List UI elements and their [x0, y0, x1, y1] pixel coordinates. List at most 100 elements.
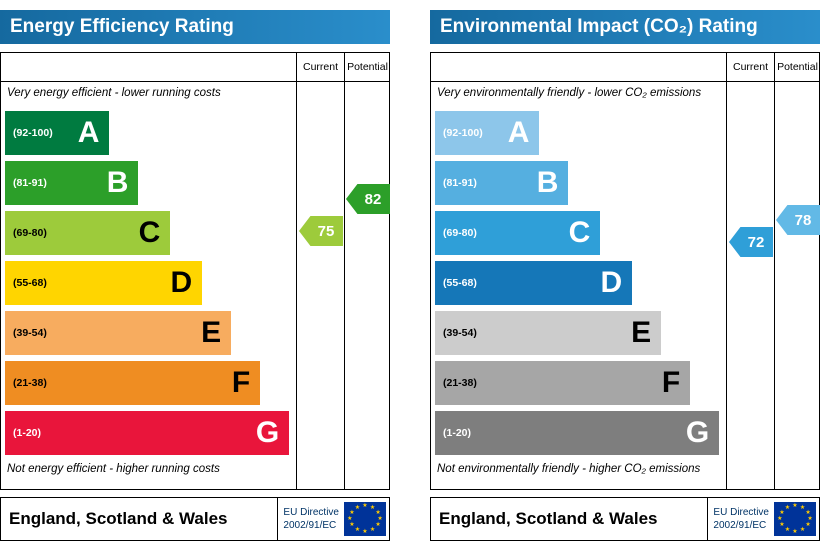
band-range-label: (39-54): [443, 327, 477, 339]
eu-flag-star: ★: [784, 527, 791, 534]
region-label: England, Scotland & Wales: [439, 509, 658, 528]
co2-rating-chart: Current Potential Very environmentally f…: [430, 52, 820, 490]
band-range-label: (81-91): [13, 177, 47, 189]
bottom-note: Not environmentally friendly - higher CO…: [437, 463, 701, 475]
directive-cell: EU Directive 2002/91/EC ★ ★ ★ ★ ★ ★ ★ ★ ★ ★ ★ ★: [277, 498, 389, 540]
chart-footer: England, Scotland & Wales EU Directive 2…: [0, 497, 390, 541]
header-divider: [1, 81, 389, 82]
header-divider: [431, 81, 819, 82]
eu-flag-star: ★: [779, 522, 785, 529]
potential-column-divider: [774, 53, 775, 489]
potential-column-header: Potential: [777, 61, 818, 73]
band-range-label: (21-38): [13, 377, 47, 389]
band-letter: G: [255, 416, 280, 449]
rating-band-a: (92-100) A: [5, 111, 110, 155]
panel-title: Environmental Impact (CO₂) Rating: [430, 10, 820, 44]
current-column-divider: [296, 53, 297, 489]
rating-band-f: (21-38) F: [5, 361, 261, 405]
eu-directive-label: EU Directive 2002/91/EC: [283, 506, 344, 532]
eu-flag-star: ★: [354, 504, 361, 511]
environmental-impact-panel: Environmental Impact (CO₂) Rating Curren…: [430, 10, 820, 541]
eu-flag-icon: ★ ★ ★ ★ ★ ★ ★ ★ ★ ★ ★ ★: [774, 502, 816, 536]
rating-band-a: (92-100) A: [435, 111, 540, 155]
energy-rating-chart: Current Potential Very energy efficient …: [0, 52, 390, 490]
current-column-header: Current: [732, 61, 768, 73]
eu-flag-star: ★: [369, 504, 376, 511]
rating-bands: (92-100) A (81-91) B (69-80) C (55-68) D (39-54)…: [5, 111, 295, 461]
eu-flag-star: ★: [375, 522, 381, 529]
eu-flag-star: ★: [792, 503, 798, 510]
bottom-note: Not energy efficient - higher running co…: [7, 463, 220, 475]
current-column-divider: [726, 53, 727, 489]
top-note: Very environmentally friendly - lower CO…: [437, 87, 702, 99]
band-range-label: (1-20): [13, 427, 42, 439]
band-range-label: (1-20): [443, 427, 472, 439]
band-letter: C: [568, 216, 591, 249]
potential-column-header: Potential: [347, 61, 388, 73]
band-letter: B: [536, 166, 559, 199]
eu-flag-star: ★: [779, 509, 785, 516]
current-column-header: Current: [302, 61, 338, 73]
eu-flag-star: ★: [362, 503, 368, 510]
rating-band-b: (81-91) B: [435, 161, 569, 205]
potential-rating-arrow: 78: [776, 205, 820, 235]
rating-band-c: (69-80) C: [5, 211, 171, 255]
band-letter: A: [77, 116, 100, 149]
eu-flag-star: ★: [349, 509, 355, 516]
panel-title: Energy Efficiency Rating: [0, 10, 390, 44]
band-range-label: (81-91): [443, 177, 477, 189]
chart-footer: England, Scotland & Wales EU Directive 2…: [430, 497, 820, 541]
band-range-label: (92-100): [443, 127, 483, 139]
rating-band-c: (69-80) C: [435, 211, 601, 255]
band-letter: A: [507, 116, 530, 149]
eu-directive-label: EU Directive 2002/91/EC: [713, 506, 774, 532]
band-letter: D: [170, 266, 193, 299]
eu-flag-star: ★: [784, 504, 791, 511]
rating-band-e: (39-54) E: [5, 311, 232, 355]
eu-flag-star: ★: [805, 509, 811, 516]
eu-flag-icon: ★ ★ ★ ★ ★ ★ ★ ★ ★ ★ ★ ★: [344, 502, 386, 536]
band-letter: F: [661, 366, 681, 399]
eu-flag-star: ★: [375, 509, 381, 516]
eu-flag-star: ★: [349, 522, 355, 529]
eu-flag-star: ★: [369, 527, 376, 534]
current-rating-arrow: 72: [729, 227, 773, 257]
eu-flag-star: ★: [354, 527, 361, 534]
rating-band-d: (55-68) D: [435, 261, 633, 305]
eu-flag-star: ★: [777, 516, 783, 522]
eu-flag-star: ★: [362, 528, 368, 535]
band-range-label: (55-68): [13, 277, 47, 289]
rating-band-b: (81-91) B: [5, 161, 139, 205]
region-label: England, Scotland & Wales: [9, 509, 228, 528]
eu-directive-line1: EU Directive: [713, 507, 769, 518]
rating-bands: (92-100) A (81-91) B (69-80) C (55-68) D (39-54)…: [435, 111, 725, 461]
band-letter: E: [631, 316, 652, 349]
top-note: Very energy efficient - lower running co…: [7, 87, 221, 99]
band-range-label: (69-80): [13, 227, 47, 239]
eu-flag-star: ★: [377, 516, 383, 522]
eu-flag-star: ★: [799, 527, 806, 534]
band-range-label: (69-80): [443, 227, 477, 239]
rating-band-g: (1-20) G: [435, 411, 720, 455]
band-letter: D: [600, 266, 623, 299]
potential-column-divider: [344, 53, 345, 489]
eu-directive-line1: EU Directive: [283, 507, 339, 518]
band-letter: G: [685, 416, 710, 449]
eu-flag-star: ★: [799, 504, 806, 511]
band-range-label: (39-54): [13, 327, 47, 339]
eu-flag-star: ★: [792, 528, 798, 535]
potential-rating-arrow: 82: [346, 184, 390, 214]
band-letter: F: [231, 366, 251, 399]
rating-band-d: (55-68) D: [5, 261, 203, 305]
band-range-label: (92-100): [13, 127, 53, 139]
band-letter: B: [106, 166, 129, 199]
band-range-label: (55-68): [443, 277, 477, 289]
rating-band-g: (1-20) G: [5, 411, 290, 455]
rating-band-f: (21-38) F: [435, 361, 691, 405]
band-letter: E: [201, 316, 222, 349]
band-range-label: (21-38): [443, 377, 477, 389]
eu-directive-line2: 2002/91/EC: [283, 520, 337, 531]
eu-flag-star: ★: [807, 516, 813, 522]
directive-cell: EU Directive 2002/91/EC ★ ★ ★ ★ ★ ★ ★ ★ ★ ★ ★ ★: [707, 498, 819, 540]
